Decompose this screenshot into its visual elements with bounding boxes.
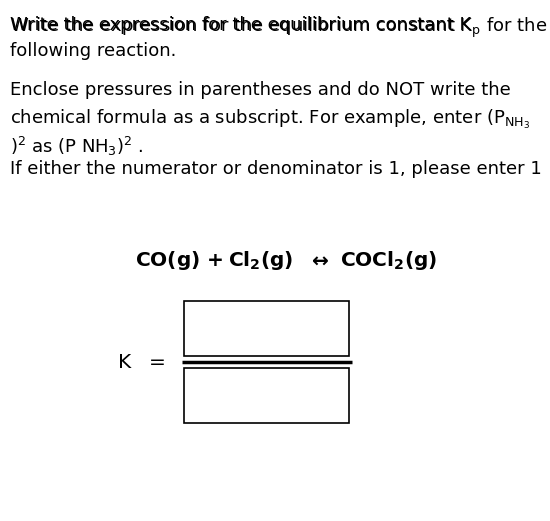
Text: )$^{2}$ as (P NH$_{3}$)$^{2}$ .: )$^{2}$ as (P NH$_{3}$)$^{2}$ . [10, 135, 144, 158]
Text: =: = [148, 353, 166, 371]
Text: K: K [118, 353, 131, 371]
Text: Enclose pressures in parentheses and do NOT write the: Enclose pressures in parentheses and do … [10, 81, 510, 99]
Text: $\bf{\leftrightarrow}$: $\bf{\leftrightarrow}$ [308, 251, 330, 270]
Bar [184, 301, 349, 356]
Text: Write the expression for the equilibrium constant K$_\mathrm{p}$ for the: Write the expression for the equilibrium… [10, 16, 547, 40]
Text: If either the numerator or denominator is 1, please enter 1: If either the numerator or denominator i… [10, 160, 542, 178]
Text: $\bf{+}$: $\bf{+}$ [206, 251, 223, 270]
Text: chemical formula as a subscript. For example, enter (P$_{\mathrm{NH_3}}$: chemical formula as a subscript. For exa… [10, 108, 530, 131]
Text: $\bf{COCl_2(g)}$: $\bf{COCl_2(g)}$ [340, 249, 437, 272]
Text: $\bf{Cl_2(g)}$: $\bf{Cl_2(g)}$ [228, 249, 294, 272]
Text: $\bf{CO(g)}$: $\bf{CO(g)}$ [135, 249, 200, 272]
Bar [184, 368, 349, 423]
Text: following reaction.: following reaction. [10, 42, 176, 60]
Text: Write the expression for the equilibrium constant K: Write the expression for the equilibrium… [10, 16, 471, 34]
